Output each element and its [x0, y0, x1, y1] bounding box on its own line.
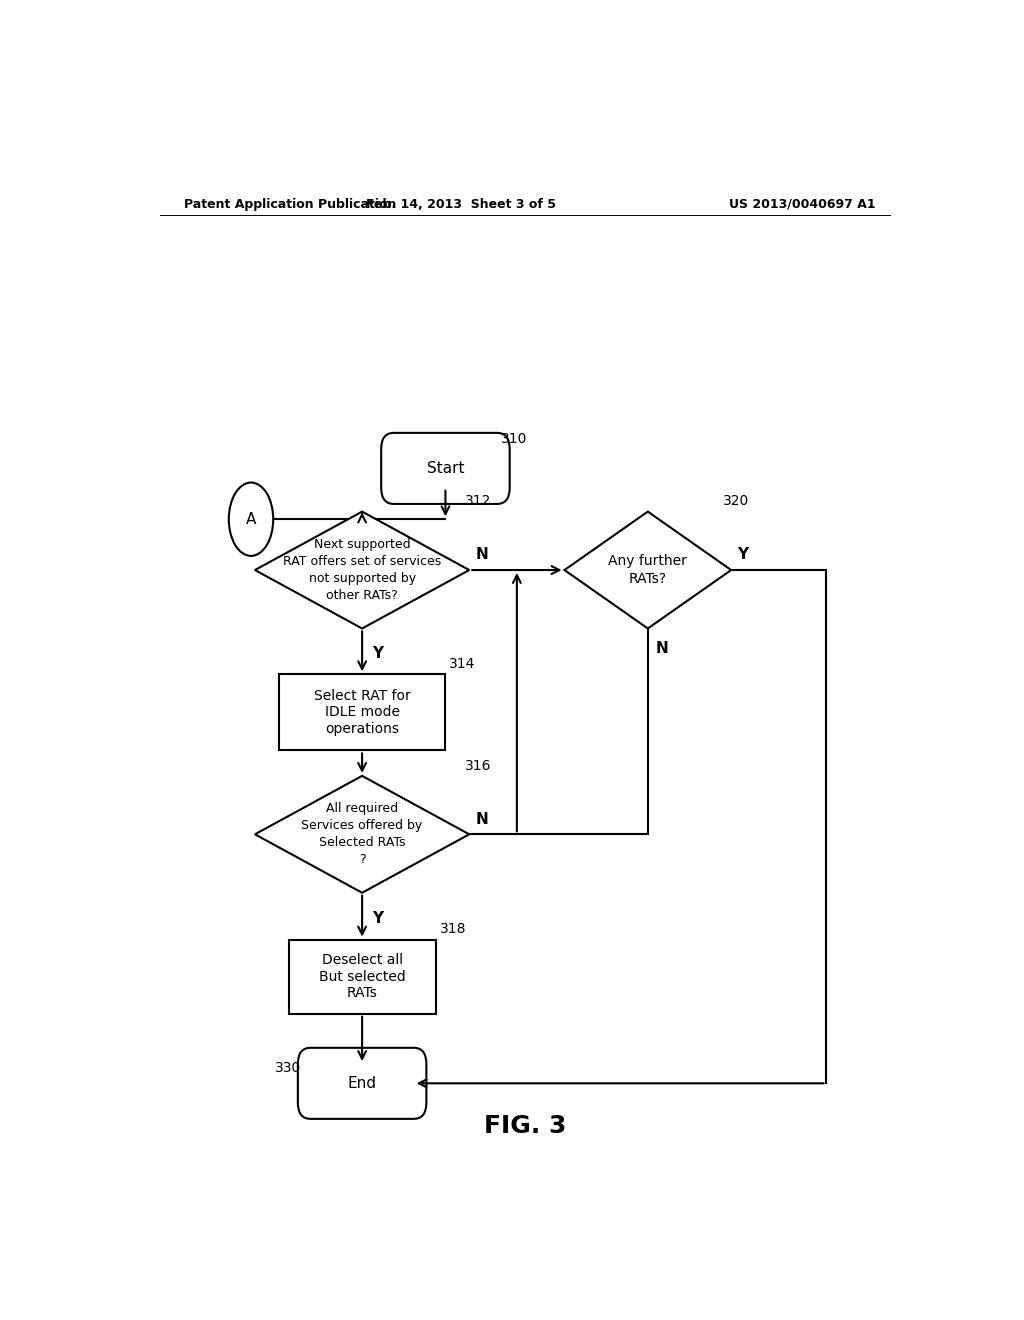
- Text: 316: 316: [465, 759, 492, 772]
- Text: 320: 320: [723, 495, 750, 508]
- Polygon shape: [255, 512, 469, 628]
- Text: Y: Y: [372, 647, 383, 661]
- Bar: [289, 940, 435, 1014]
- Text: Y: Y: [737, 548, 749, 562]
- Text: N: N: [475, 812, 488, 826]
- Text: 314: 314: [450, 657, 476, 671]
- FancyBboxPatch shape: [298, 1048, 426, 1119]
- Text: Select RAT for
IDLE mode
operations: Select RAT for IDLE mode operations: [313, 689, 411, 735]
- Polygon shape: [255, 776, 469, 892]
- Text: Patent Application Publication: Patent Application Publication: [183, 198, 396, 211]
- Text: All required
Services offered by
Selected RATs
?: All required Services offered by Selecte…: [301, 803, 423, 866]
- FancyBboxPatch shape: [381, 433, 510, 504]
- Text: 312: 312: [465, 495, 492, 508]
- Text: Y: Y: [372, 911, 383, 925]
- Text: FIG. 3: FIG. 3: [483, 1114, 566, 1138]
- Text: Start: Start: [427, 461, 464, 477]
- Text: 330: 330: [274, 1061, 301, 1074]
- Text: N: N: [655, 642, 669, 656]
- Text: A: A: [246, 512, 256, 527]
- Text: 318: 318: [439, 923, 466, 936]
- Text: Next supported
RAT offers set of services
not supported by
other RATs?: Next supported RAT offers set of service…: [283, 539, 441, 602]
- Text: Deselect all
But selected
RATs: Deselect all But selected RATs: [318, 953, 406, 999]
- Bar: [279, 675, 445, 751]
- Text: Feb. 14, 2013  Sheet 3 of 5: Feb. 14, 2013 Sheet 3 of 5: [367, 198, 556, 211]
- Ellipse shape: [228, 483, 273, 556]
- Polygon shape: [564, 512, 731, 628]
- Text: N: N: [475, 548, 488, 562]
- Text: End: End: [347, 1076, 377, 1090]
- Text: US 2013/0040697 A1: US 2013/0040697 A1: [729, 198, 876, 211]
- Text: Any further
RATs?: Any further RATs?: [608, 554, 687, 586]
- Text: 310: 310: [501, 432, 527, 446]
